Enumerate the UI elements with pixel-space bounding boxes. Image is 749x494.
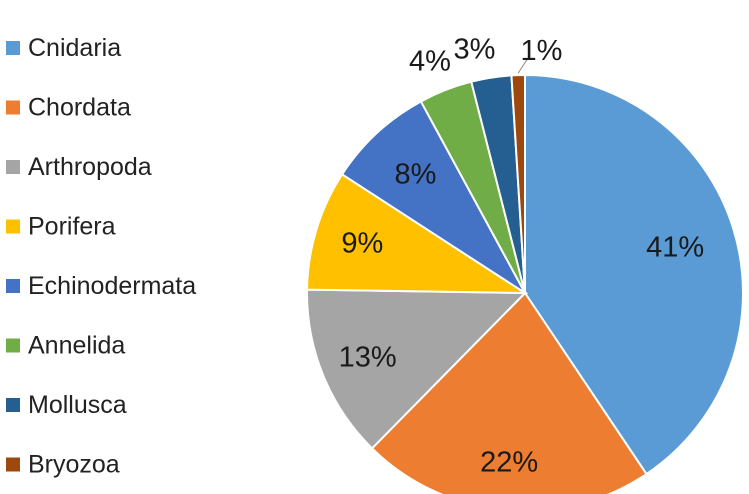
legend-swatch-cnidaria (6, 41, 20, 55)
slice-label-arthropoda: 13% (339, 341, 397, 373)
legend-label-mollusca: Mollusca (28, 391, 127, 419)
legend-label-cnidaria: Cnidaria (28, 34, 121, 62)
legend-label-echinodermata: Echinodermata (28, 272, 196, 300)
pie-slice-chordata (370, 291, 648, 494)
pie-slice-arthropoda (306, 288, 528, 450)
pie-slices (306, 73, 744, 494)
legend-item-annelida: Annelida (6, 332, 125, 360)
slice-label-mollusca: 3% (454, 33, 496, 65)
legend-item-mollusca: Mollusca (6, 391, 127, 419)
pie-slice-porifera (306, 172, 529, 295)
pie-slice-cnidaria (524, 73, 744, 476)
legend-swatch-arthropoda (6, 160, 20, 174)
legend-item-arthropoda: Arthropoda (6, 153, 152, 181)
legend-label-annelida: Annelida (28, 332, 125, 360)
slice-label-annelida: 4% (409, 46, 451, 78)
leader-line-bryozoa (517, 58, 528, 74)
legend-label-arthropoda: Arthropoda (28, 153, 152, 181)
pie-slice-echinodermata (340, 100, 526, 294)
legend-item-echinodermata: Echinodermata (6, 272, 196, 300)
pie-slice-bryozoa (510, 73, 526, 294)
legend-swatch-porifera (6, 219, 20, 234)
legend-item-bryozoa: Bryozoa (6, 451, 120, 479)
slice-labels: 41% 22% 13% 9% 8% 4% 3% 1% (339, 33, 705, 478)
legend-swatch-echinodermata (6, 279, 20, 293)
slice-label-chordata: 22% (480, 446, 538, 478)
legend-label-porifera: Porifera (28, 213, 116, 241)
slice-label-echinodermata: 8% (394, 159, 436, 191)
slice-label-porifera: 9% (341, 227, 383, 259)
legend-swatch-annelida (6, 338, 20, 353)
chart-legend: Cnidaria Chordata Arthropoda Porifera Echino… (6, 34, 196, 479)
leader-lines (517, 58, 528, 74)
legend-item-porifera: Porifera (6, 213, 116, 241)
legend-item-chordata: Chordata (6, 94, 131, 122)
legend-swatch-mollusca (6, 398, 20, 412)
legend-label-chordata: Chordata (28, 94, 131, 122)
legend-label-bryozoa: Bryozoa (28, 451, 120, 479)
legend-swatch-bryozoa (6, 457, 20, 472)
legend-swatch-chordata (6, 100, 20, 115)
slice-label-cnidaria: 41% (646, 231, 704, 263)
legend-item-cnidaria: Cnidaria (6, 34, 121, 62)
slice-label-bryozoa: 1% (520, 35, 562, 67)
